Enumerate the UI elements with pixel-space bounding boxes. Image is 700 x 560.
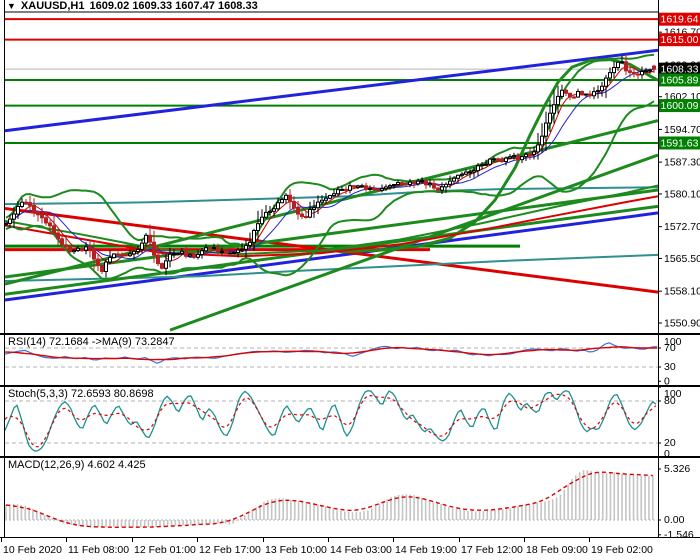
time-tick: [66, 538, 67, 542]
chart-ohlc-values: 1609.02 1609.33 1607.47 1608.33: [89, 0, 258, 12]
time-axis[interactable]: 10 Feb 2020 11 Feb 08:00 12 Feb 01:00 12 Fe…: [0, 538, 700, 560]
svg-text:1615.00: 1615.00: [661, 34, 699, 46]
candlesticks: [5, 53, 656, 278]
svg-text:1619.64: 1619.64: [661, 14, 699, 26]
stochastic-d-line: [4, 393, 657, 448]
rsi-svg-plot: [4, 342, 658, 368]
slow-green-ma[interactable]: [5, 184, 658, 256]
time-tick: [524, 538, 525, 542]
time-tick: [1, 538, 2, 542]
time-tick: [197, 538, 198, 542]
price-badge-1608.33: 1608.33: [659, 62, 700, 76]
blue-channel-lower[interactable]: [5, 211, 658, 302]
svg-text:80: 80: [664, 395, 676, 407]
svg-text:70: 70: [664, 342, 676, 354]
price-badge-1615.00: 1615.00: [659, 33, 700, 47]
svg-text:100: 100: [664, 388, 682, 400]
time-tick: [132, 538, 133, 542]
main-chart-panel: 1616.701609.301602.101594.701587.301580.…: [0, 0, 700, 334]
chart-title-bar: ▼ XAUUSD,H1 1609.02 1609.33 1607.47 1608…: [7, 0, 258, 12]
svg-text:1550.90: 1550.90: [664, 318, 700, 330]
svg-text:1587.30: 1587.30: [664, 157, 700, 169]
svg-text:5.326: 5.326: [664, 463, 690, 475]
stoch-svg-plot: [4, 389, 658, 452]
rsi-panel: 100 70 30 0 RSI(14) 72.1684 ->MA(9) 73.2847: [0, 334, 700, 386]
svg-text:1580.10: 1580.10: [664, 188, 700, 200]
price-badge-1600.09: 1600.09: [659, 99, 700, 113]
time-tick: [589, 538, 590, 542]
svg-text:0.00: 0.00: [664, 514, 685, 526]
macd-signal-line: [5, 471, 653, 529]
main-plot-area: [5, 18, 658, 332]
slow-red-ma[interactable]: [5, 195, 658, 258]
time-label-9: 19 Feb 02:00: [591, 544, 653, 556]
svg-text:30: 30: [664, 361, 676, 373]
svg-text:1565.50: 1565.50: [664, 253, 700, 265]
time-label-8: 18 Feb 09:00: [526, 544, 588, 556]
time-label-4: 13 Feb 10:00: [265, 544, 327, 556]
time-tick: [459, 538, 460, 542]
macd-panel: 5.326 0.00 -1.546 MACD(12,26,9) 4.602 4.42…: [0, 457, 700, 538]
macd-svg-plot: [5, 470, 658, 529]
time-tick: [263, 538, 264, 542]
time-label-0: 10 Feb 2020: [3, 544, 62, 556]
price-badge-1619.64: 1619.64: [659, 12, 700, 26]
svg-text:20: 20: [664, 437, 676, 449]
macd-label: MACD(12,26,9) 4.602 4.425: [8, 459, 146, 471]
svg-text:100: 100: [664, 336, 682, 348]
chart-symbol-timeframe: XAUUSD,H1: [20, 0, 85, 12]
svg-text:-1.546: -1.546: [664, 529, 694, 538]
svg-text:0: 0: [664, 448, 670, 457]
rsi-label: RSI(14) 72.1684 ->MA(9) 73.2847: [8, 336, 175, 348]
svg-text:1591.63: 1591.63: [661, 137, 699, 149]
svg-text:1558.10: 1558.10: [664, 286, 700, 298]
stochastic-panel: 100 80 20 0 Stoch(5,3,3) 72.6593 80.8698: [0, 386, 700, 457]
stochastic-label: Stoch(5,3,3) 72.6593 80.8698: [8, 388, 154, 400]
time-label-7: 17 Feb 12:00: [461, 544, 523, 556]
price-badge-1591.63: 1591.63: [659, 136, 700, 150]
svg-text:1594.70: 1594.70: [664, 124, 700, 136]
blue-channel-upper[interactable]: [5, 48, 658, 133]
price-badge-1605.89: 1605.89: [659, 73, 700, 87]
time-label-5: 14 Feb 03:00: [330, 544, 392, 556]
svg-text:1608.33: 1608.33: [661, 64, 699, 76]
stochastic-k-line: [4, 389, 657, 452]
macd-canvas[interactable]: 5.326 0.00 -1.546: [0, 457, 700, 538]
main-chart-canvas[interactable]: 1616.701609.301602.101594.701587.301580.…: [0, 0, 700, 334]
time-label-1: 11 Feb 08:00: [68, 544, 130, 556]
rsi-ma-line: [5, 346, 657, 361]
time-label-6: 14 Feb 19:00: [395, 544, 457, 556]
time-label-2: 12 Feb 01:00: [134, 544, 196, 556]
macd-histogram: [5, 470, 654, 528]
time-tick: [328, 538, 329, 542]
time-label-3: 12 Feb 17:00: [199, 544, 261, 556]
svg-text:1600.09: 1600.09: [661, 100, 699, 112]
svg-text:0: 0: [664, 375, 670, 386]
time-tick: [393, 538, 394, 542]
svg-text:1572.70: 1572.70: [664, 221, 700, 233]
green-trend-b[interactable]: [5, 204, 658, 296]
svg-text:1605.89: 1605.89: [661, 74, 699, 86]
chart-dropdown-icon[interactable]: ▼: [7, 1, 16, 11]
